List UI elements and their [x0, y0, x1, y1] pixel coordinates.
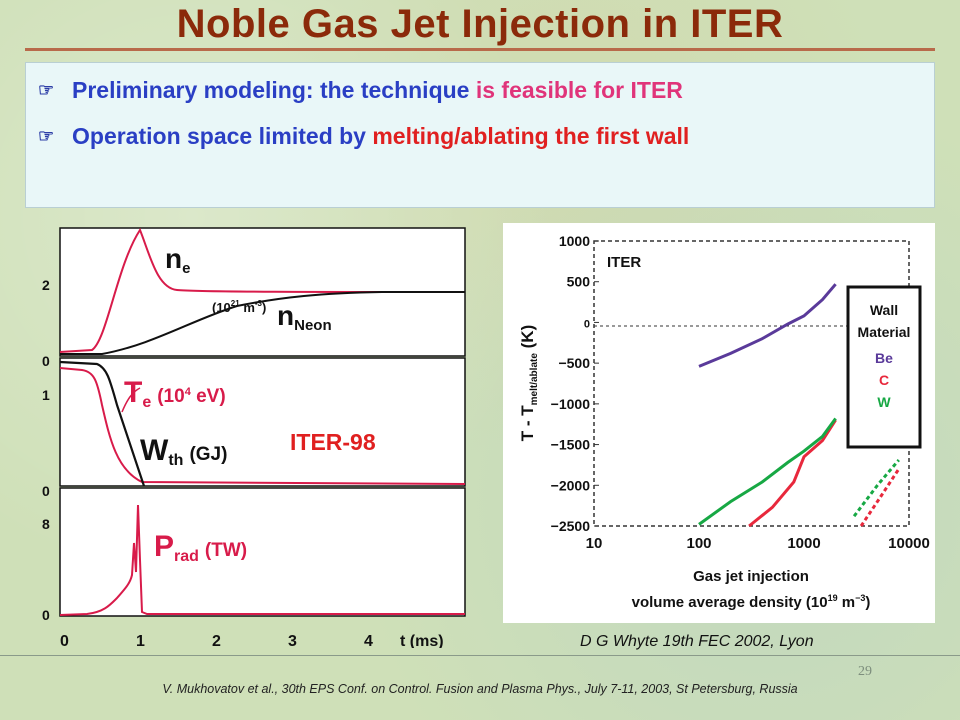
reference-citation: V. Mukhovatov et al., 30th EPS Conf. on … — [162, 682, 798, 696]
legend-entry-Be: Be — [875, 350, 893, 366]
x-axis-ticks: 10 100 1000 10000 — [586, 535, 930, 552]
bullet-operation-space: ☞ Operation space limited by melting/abl… — [38, 121, 898, 151]
y-tick: 2 — [42, 277, 50, 293]
bullet-box: ☞ Preliminary modeling: the technique is… — [25, 62, 935, 208]
y-tick-label: 500 — [567, 274, 591, 290]
series-W-solid-line — [698, 417, 837, 526]
y-tick-label: −2500 — [551, 518, 591, 534]
legend-entry-C: C — [879, 372, 889, 388]
x-tick-label: 10000 — [888, 535, 930, 552]
y-tick: 0 — [42, 607, 50, 623]
te-label: Te (104 eV) — [124, 376, 226, 411]
wth-label: Wth (GJ) — [140, 434, 227, 469]
legend-title-2: Material — [858, 324, 911, 340]
x-tick-label: 10 — [586, 535, 603, 552]
series-C-dashed-line — [859, 468, 901, 527]
series-Be-solid-line — [698, 283, 837, 368]
x-tick-label: 1000 — [787, 535, 820, 552]
series-C-solid-line — [748, 419, 837, 528]
x-tick: 3 — [288, 633, 297, 648]
x-tick-label: 100 — [686, 535, 711, 552]
legend-title-1: Wall — [870, 302, 898, 318]
series-group — [698, 283, 901, 528]
bullet-feasibility: ☞ Preliminary modeling: the technique is… — [38, 75, 683, 105]
y-tick-label: −500 — [558, 355, 590, 371]
wall-temperature-chart: ITER 1000 500 0 −500 −1000 −1500 −2000 −2500 10… — [503, 223, 935, 623]
bullet-2-text-a: Operation space limited by — [72, 123, 373, 149]
x-axis-label-line1: Gas jet injection — [693, 568, 809, 585]
left-x-ticks: 0 1 2 3 4 t (ms) — [60, 633, 444, 648]
te-pointer — [121, 387, 141, 413]
footer-divider — [0, 655, 960, 656]
x-unit: t (ms) — [400, 633, 444, 648]
bullet-2-text-b: melting/ablating the first wall — [372, 123, 690, 149]
y-axis-label: T - Tmelt/ablate (K) — [518, 325, 540, 441]
iter98-label: ITER-98 — [290, 429, 376, 455]
bullet-hand-icon: ☞ — [38, 80, 55, 100]
nneon-trace — [60, 291, 465, 355]
legend: Wall Material Be CW — [846, 285, 922, 449]
y-tick-label: −2000 — [551, 477, 591, 493]
wth-trace — [59, 360, 146, 487]
y-tick: 1 — [42, 387, 50, 403]
bullet-hand-icon: ☞ — [38, 126, 55, 146]
y-tick: 0 — [42, 353, 50, 369]
ne-trace — [59, 227, 466, 353]
panel-temperature: Te (104 eV) Wth (GJ) ITER-98 — [59, 357, 466, 487]
prad-label: Prad (TW) — [154, 530, 247, 565]
inset-label: ITER — [607, 254, 641, 271]
panel-radiation: Prad (TW) — [59, 487, 466, 617]
bullet-1-text-b: is feasible for ITER — [475, 77, 683, 103]
y-tick: 0 — [42, 483, 50, 499]
y-tick: 8 — [42, 516, 50, 532]
x-tick: 2 — [212, 633, 221, 648]
y-axis-ticks: 1000 500 0 −500 −1000 −1500 −2000 −2500 — [551, 233, 599, 534]
left-y-ticks: 2 0 1 0 8 0 — [42, 277, 50, 623]
prad-trace — [59, 504, 465, 616]
y-tick-label: −1000 — [551, 396, 591, 412]
page-number: 29 — [858, 664, 872, 679]
x-tick: 4 — [364, 633, 373, 648]
figure-credit: D G Whyte 19th FEC 2002, Lyon — [580, 633, 814, 650]
x-axis-label-line2: volume average density (1019 m−3) — [632, 593, 871, 611]
nneon-unit: (1021 m-3) — [212, 299, 266, 315]
title-underline — [25, 48, 935, 51]
panel-density: ne (1021 m-3) nNeon — [59, 227, 466, 357]
te-trace — [59, 367, 466, 485]
series-W-dashed-line — [852, 459, 900, 518]
bullet-1-text-a: Preliminary modeling: the technique — [72, 77, 476, 103]
y-tick-label: 0 — [584, 318, 590, 330]
y-tick-label: −1500 — [551, 437, 591, 453]
nneon-label: nNeon — [277, 300, 332, 334]
x-tick: 1 — [136, 633, 145, 648]
time-traces-figure: ne (1021 m-3) nNeon Te (104 eV) Wth (GJ) I… — [42, 227, 466, 648]
y-tick-label: 1000 — [559, 233, 590, 249]
ne-label: ne — [165, 243, 190, 277]
slide-title: Noble Gas Jet Injection in ITER — [176, 2, 784, 46]
x-tick: 0 — [60, 633, 69, 648]
legend-entry-W: W — [877, 394, 891, 410]
